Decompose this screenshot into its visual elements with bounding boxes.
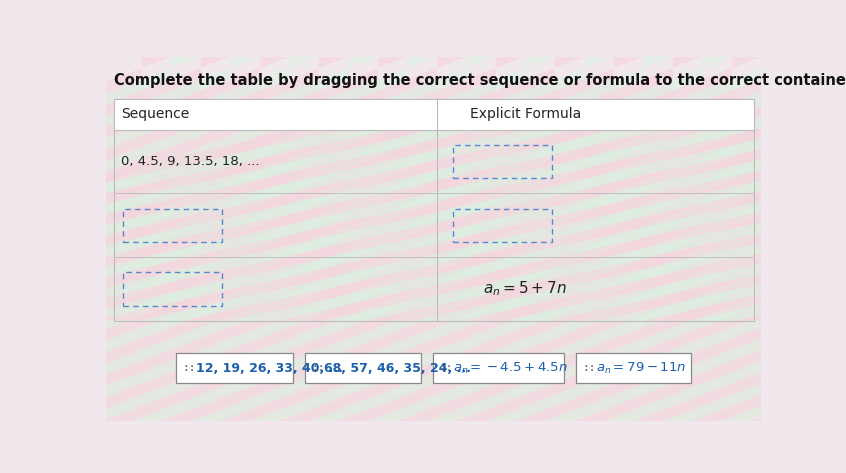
- Polygon shape: [460, 99, 846, 321]
- Bar: [576, 353, 691, 383]
- Text: 68, 57, 46, 35, 24, ...: 68, 57, 46, 35, 24, ...: [324, 362, 471, 375]
- Polygon shape: [827, 99, 846, 321]
- Polygon shape: [184, 99, 846, 321]
- Bar: [453, 145, 552, 178]
- Bar: [124, 272, 222, 306]
- Polygon shape: [414, 99, 846, 321]
- Polygon shape: [552, 99, 846, 321]
- Polygon shape: [47, 99, 846, 321]
- Bar: [124, 209, 222, 242]
- Text: ::: ::: [311, 363, 325, 373]
- Polygon shape: [597, 99, 846, 321]
- Polygon shape: [139, 99, 846, 321]
- Text: $a_n = -4.5 + 4.5n$: $a_n = -4.5 + 4.5n$: [453, 360, 568, 376]
- Polygon shape: [0, 99, 663, 321]
- Polygon shape: [277, 99, 846, 321]
- Bar: [453, 209, 552, 242]
- Bar: [113, 99, 754, 130]
- Polygon shape: [0, 99, 525, 321]
- Polygon shape: [689, 99, 846, 321]
- Polygon shape: [230, 99, 846, 321]
- Text: ::: ::: [183, 363, 196, 373]
- Polygon shape: [781, 99, 846, 321]
- Text: Sequence: Sequence: [122, 107, 190, 121]
- Polygon shape: [322, 99, 846, 321]
- Polygon shape: [0, 99, 846, 321]
- Polygon shape: [0, 99, 846, 321]
- Polygon shape: [93, 99, 846, 321]
- Polygon shape: [0, 99, 846, 321]
- Polygon shape: [735, 99, 846, 321]
- Polygon shape: [0, 99, 618, 321]
- Polygon shape: [0, 99, 755, 321]
- Text: $a_n = 79 - 11n$: $a_n = 79 - 11n$: [596, 360, 686, 376]
- Text: 0, 4.5, 9, 13.5, 18, ...: 0, 4.5, 9, 13.5, 18, ...: [122, 155, 260, 168]
- Polygon shape: [0, 99, 800, 321]
- Text: 12, 19, 26, 33, 40, ...: 12, 19, 26, 33, 40, ...: [196, 362, 343, 375]
- Bar: [433, 353, 564, 383]
- Polygon shape: [0, 99, 846, 321]
- Text: Explicit Formula: Explicit Formula: [470, 107, 581, 121]
- Text: Complete the table by dragging the correct sequence or formula to the correct co: Complete the table by dragging the corre…: [113, 73, 846, 88]
- Text: ::: ::: [440, 363, 453, 373]
- Bar: [305, 353, 421, 383]
- Text: ::: ::: [583, 363, 596, 373]
- Polygon shape: [0, 99, 571, 321]
- Polygon shape: [506, 99, 846, 321]
- Polygon shape: [0, 99, 480, 321]
- Bar: [113, 99, 754, 321]
- Text: $a_n = 5 + 7n$: $a_n = 5 + 7n$: [483, 280, 567, 298]
- Bar: [176, 353, 293, 383]
- Polygon shape: [644, 99, 846, 321]
- Polygon shape: [0, 99, 709, 321]
- Polygon shape: [368, 99, 846, 321]
- Polygon shape: [1, 99, 846, 321]
